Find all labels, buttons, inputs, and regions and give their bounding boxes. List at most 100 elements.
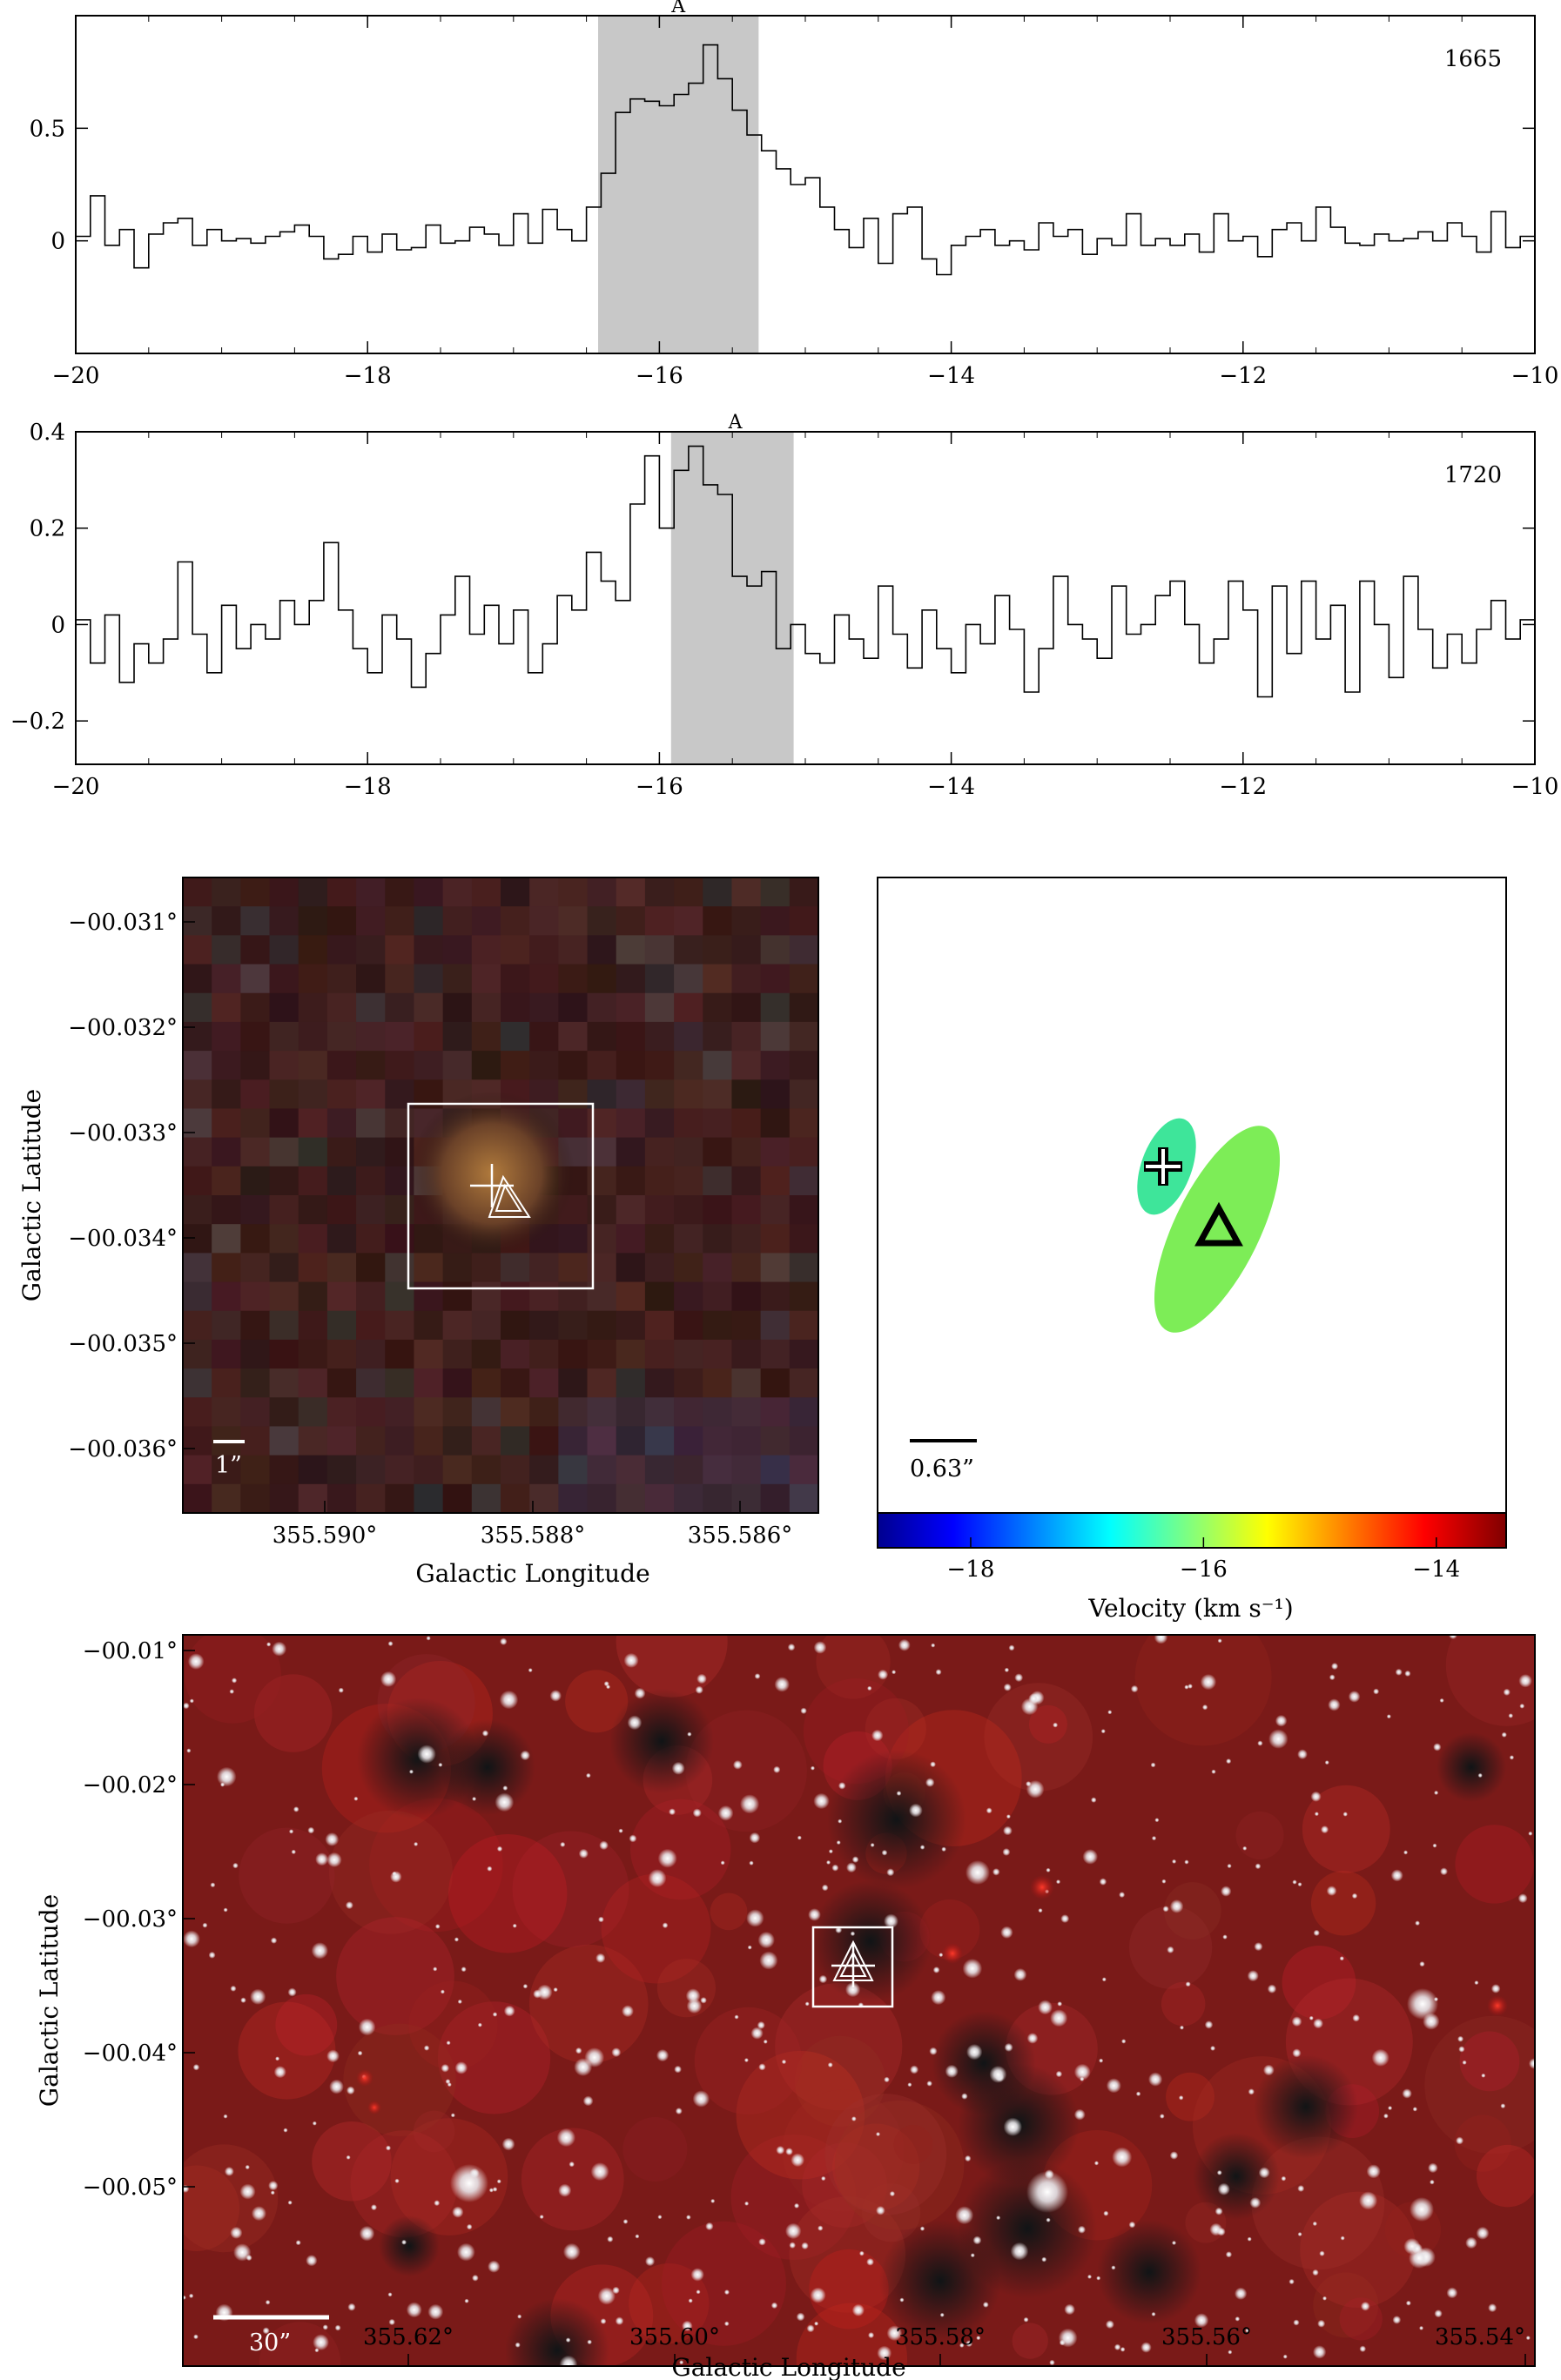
star (326, 1852, 342, 1868)
image-pixel (298, 1051, 328, 1080)
image-pixel (414, 935, 444, 965)
star (1503, 1688, 1511, 1696)
star (574, 2058, 593, 2076)
star (758, 2063, 766, 2071)
star (962, 1958, 983, 1979)
image-pixel (558, 1455, 589, 1485)
star (935, 1669, 942, 1676)
star (759, 1951, 778, 1970)
star (1093, 2161, 1100, 2166)
star (732, 1759, 743, 1770)
star (800, 1707, 807, 1714)
image-pixel (326, 1281, 357, 1312)
star (1003, 2117, 1023, 2136)
star (346, 2086, 355, 2095)
image-pixel (789, 1137, 818, 1167)
image-pixel (442, 1397, 473, 1428)
star (1073, 2063, 1091, 2081)
star (1101, 1977, 1107, 1982)
image-pixel (616, 1079, 646, 1110)
scale-bar-label: 30” (249, 2330, 291, 2356)
star (656, 2049, 669, 2062)
star (910, 2065, 919, 2074)
image-pixel (760, 1397, 791, 1428)
box-marker (811, 1926, 894, 2008)
image-pixel (356, 1166, 386, 1196)
star (1342, 1812, 1348, 1817)
x-tick-label: −10 (1511, 363, 1559, 389)
image-pixel (674, 1137, 703, 1167)
star (426, 1636, 431, 1641)
star (1448, 1635, 1457, 1640)
star (1434, 2309, 1443, 2318)
star (433, 1967, 438, 1972)
image-pixel (385, 1137, 415, 1167)
y-tick-label: −00.04° (83, 2040, 178, 2067)
star (813, 1641, 827, 1654)
star (851, 2303, 865, 2316)
image-pixel (616, 1426, 646, 1456)
star (679, 2360, 684, 2365)
image-pixel (616, 935, 646, 965)
nebula-patch (259, 2322, 341, 2366)
image-pixel (356, 1368, 386, 1398)
red-star (942, 1943, 963, 1964)
star (618, 1828, 623, 1833)
star (345, 1901, 353, 1910)
star (406, 2302, 422, 2318)
image-pixel (298, 1483, 328, 1513)
y-tick-label: −00.05° (83, 2175, 178, 2201)
image-pixel (674, 1051, 703, 1080)
image-pixel (731, 877, 762, 907)
zoom-image-panel: 1” 355.590° 355.588° 355.586° −00.031° −00.0… (17, 877, 819, 1588)
star (1014, 1673, 1024, 1683)
image-pixel (442, 1021, 473, 1052)
velocity-range-shading (670, 432, 794, 764)
image-pixel (183, 1108, 212, 1139)
star (265, 2299, 271, 2305)
image-pixel (760, 877, 791, 907)
star (307, 1826, 315, 1834)
star (414, 1841, 419, 1846)
star (966, 2340, 973, 2348)
star (495, 1792, 515, 1812)
star (687, 1731, 692, 1737)
nebula-patch (1300, 2191, 1416, 2308)
star (866, 2257, 874, 2266)
star (972, 2235, 982, 2245)
star (245, 2164, 250, 2170)
star (1204, 2020, 1214, 2029)
image-pixel (789, 1108, 818, 1139)
image-pixel (587, 1483, 617, 1513)
image-pixel (385, 1224, 415, 1254)
star (575, 2047, 582, 2054)
zoom-image-pixels (183, 877, 818, 1513)
maser-spot-ellipse-2 (1154, 1126, 1281, 1333)
image-pixel (298, 1281, 328, 1312)
image-pixel (326, 1339, 357, 1369)
star (1403, 1850, 1409, 1855)
image-pixel (760, 1166, 791, 1196)
star (622, 2219, 629, 2224)
star (472, 1796, 477, 1801)
image-pixel (240, 1108, 271, 1139)
image-pixel (298, 906, 328, 936)
nebula-patch (1339, 2297, 1383, 2341)
nebula-patch (253, 1674, 333, 1752)
image-pixel (183, 1397, 212, 1428)
star (1258, 2167, 1270, 2179)
y-tick-label: 0 (50, 612, 65, 638)
image-pixel (616, 1195, 646, 1225)
star (501, 2137, 515, 2151)
image-pixel (240, 1224, 271, 1254)
image-pixel (356, 1224, 386, 1254)
star (1004, 1667, 1010, 1673)
image-pixel (183, 1368, 212, 1398)
star (806, 2324, 815, 2333)
star (810, 2287, 826, 2303)
star (696, 1673, 707, 1684)
image-pixel (529, 1021, 559, 1052)
image-pixel (644, 1108, 675, 1139)
image-pixel (501, 1051, 530, 1080)
star (464, 2298, 469, 2303)
